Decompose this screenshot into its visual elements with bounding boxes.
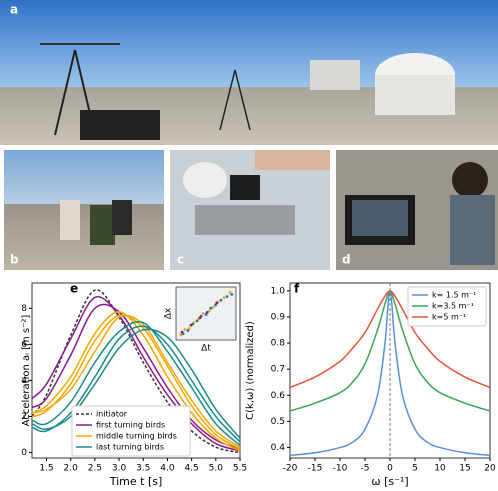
y-axis-label: Acceleration aᵢ [m s⁻²] (21, 315, 32, 427)
legend-label: k=3.5 m⁻¹ (432, 302, 474, 311)
panel-label: c (177, 253, 184, 267)
y-tick-label: 0.4 (271, 443, 286, 453)
y-tick-label: 0.5 (271, 417, 285, 427)
data-line (31, 314, 241, 448)
x-tick-label: 10 (434, 464, 446, 474)
legend-label: initiator (96, 410, 128, 419)
inset-x-label: Δt (201, 344, 211, 354)
y-tick-label: 8 (21, 304, 27, 314)
legend-label: k=5 m⁻¹ (432, 313, 466, 322)
y-tick-label: 0.7 (271, 365, 285, 375)
panel-label: b (10, 253, 19, 267)
legend-label: middle turning birds (96, 432, 177, 441)
data-line (31, 289, 241, 454)
data-line (31, 325, 241, 443)
data-line (31, 328, 241, 439)
legend-label: k= 1.5 m⁻¹ (432, 291, 476, 300)
x-tick-label: 5.0 (209, 464, 224, 474)
data-line (289, 290, 491, 389)
legend-box (71, 405, 191, 457)
scatter-point (204, 313, 208, 316)
scatter-point (211, 305, 215, 309)
scatter-point (201, 312, 205, 315)
scatter-point (225, 295, 229, 298)
x-tick-label: -5 (361, 464, 370, 474)
x-tick-label: 5 (412, 464, 418, 474)
scatter-point (187, 326, 191, 330)
legend-label: first turning birds (96, 421, 165, 430)
scatter-point (179, 333, 183, 337)
x-tick-label: -20 (283, 464, 298, 474)
scatter-point (219, 298, 223, 302)
y-tick-label: 0.9 (271, 312, 286, 322)
scatter-point (198, 316, 202, 320)
scatter-point (214, 303, 218, 307)
x-tick-label: 2.0 (64, 464, 79, 474)
x-tick-label: 4.5 (184, 464, 198, 474)
x-tick-label: 0 (387, 464, 393, 474)
scatter-point (228, 290, 232, 294)
scatter-point (207, 309, 211, 313)
y-tick-label: 4 (21, 376, 27, 386)
data-line (31, 295, 241, 452)
x-tick-label: 4.0 (160, 464, 175, 474)
data-line (31, 314, 241, 450)
y-tick-label: 0.8 (271, 339, 286, 349)
legend-label: last turning birds (96, 443, 164, 452)
panel-label: a (10, 3, 18, 17)
x-tick-label: 15 (459, 464, 470, 474)
y-tick-label: 0 (21, 448, 27, 458)
y-tick-label: 0.6 (271, 391, 286, 401)
x-axis-label: Time t [s] (109, 475, 163, 488)
inset-y-label: Δx (164, 307, 174, 319)
scatter-point (222, 296, 226, 299)
panel-label: f (294, 282, 300, 296)
y-axis-label: C(k,ω) (normalized) (245, 321, 256, 420)
scatter-point (195, 319, 199, 323)
x-tick-label: 3.0 (112, 464, 127, 474)
x-tick-label: 3.5 (136, 464, 150, 474)
x-tick-label: 1.5 (39, 464, 53, 474)
scatter-point (183, 328, 187, 331)
x-tick-label: -10 (333, 464, 348, 474)
x-tick-label: -15 (308, 464, 323, 474)
scatter-point (230, 293, 234, 296)
y-tick-label: 1.0 (271, 286, 286, 296)
data-line (31, 311, 241, 452)
scatter-point (189, 323, 193, 327)
scatter-point (215, 301, 219, 305)
photo-d (336, 150, 498, 270)
photo-c (170, 150, 330, 270)
y-tick-label: 2 (21, 412, 27, 422)
scatter-point (209, 306, 213, 310)
data-line (31, 321, 241, 446)
y-tick-label: 6 (21, 340, 27, 350)
scatter-point (186, 329, 190, 332)
plot-frame (31, 282, 241, 459)
x-tick-label: 2.5 (88, 464, 102, 474)
x-tick-label: 5.5 (233, 464, 247, 474)
scatter-point (180, 330, 184, 334)
panel-label: d (342, 253, 351, 267)
panel-label: e (70, 282, 78, 296)
x-tick-label: 20 (484, 464, 496, 474)
scatter-point (205, 311, 209, 314)
data-line (31, 303, 241, 450)
photo-a (0, 0, 498, 145)
photo-b (4, 150, 164, 270)
x-axis-label: ω [s⁻¹] (371, 475, 408, 488)
